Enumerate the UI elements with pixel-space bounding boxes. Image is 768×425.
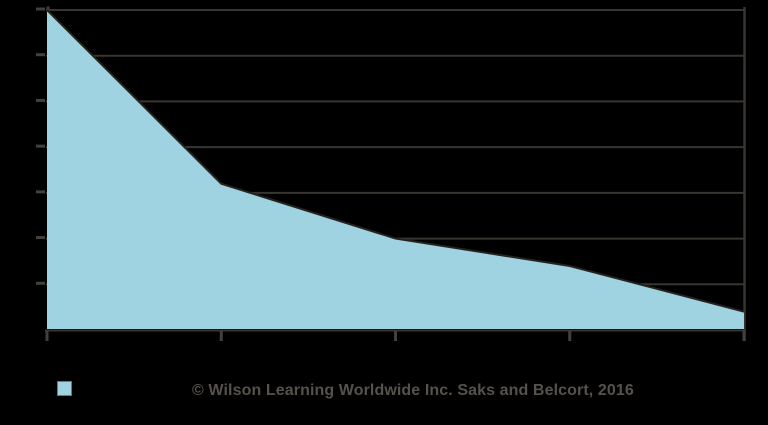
area-series — [47, 10, 744, 329]
y-axis-tick — [36, 53, 45, 57]
area-series-edge — [46, 9, 745, 313]
y-axis-tick — [36, 281, 45, 285]
y-axis-tick — [46, 6, 50, 10]
y-axis-tick — [36, 98, 45, 102]
legend-swatch — [57, 381, 72, 396]
y-axis-tick — [36, 7, 45, 11]
copyright-text: © Wilson Learning Worldwide Inc. Saks an… — [192, 382, 634, 399]
y-axis-tick — [36, 236, 45, 240]
y-axis-tick — [36, 144, 45, 148]
y-axis-tick — [36, 190, 45, 194]
